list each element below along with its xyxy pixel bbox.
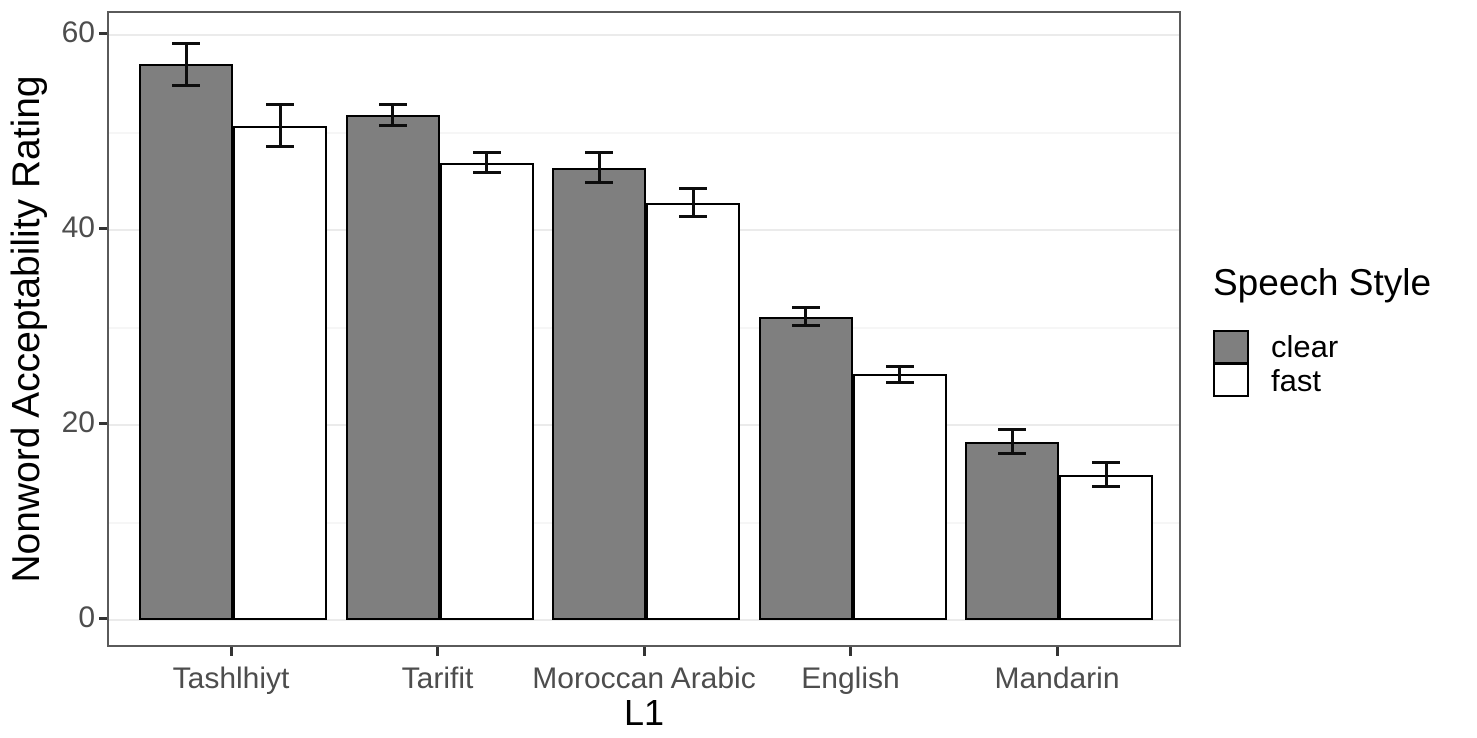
x-tick-label-moroccan-arabic: Moroccan Arabic bbox=[532, 662, 756, 695]
errorbar-cap-top bbox=[378, 103, 407, 107]
x-tick-mark-moroccan-arabic bbox=[642, 647, 646, 656]
errorbar-clear-tarifit bbox=[378, 103, 407, 127]
errorbar-cap-top bbox=[1092, 461, 1120, 465]
x-tick-mark-tarifit bbox=[436, 647, 439, 656]
bar-fast-mandarin bbox=[1059, 474, 1153, 620]
errorbar-cap-bottom bbox=[378, 123, 407, 127]
bar-clear-moroccan-arabic bbox=[552, 167, 646, 620]
errorbar-clear-mandarin bbox=[998, 427, 1026, 456]
errorbar-stem bbox=[804, 306, 807, 328]
bar-fast-moroccan-arabic bbox=[646, 202, 740, 620]
y-tick-mark-0 bbox=[99, 616, 107, 620]
bar-clear-mandarin bbox=[965, 441, 1059, 620]
x-axis-title: L1 bbox=[623, 692, 665, 733]
y-tick-label-20: 20 bbox=[61, 406, 95, 439]
y-tick-label-0: 0 bbox=[78, 601, 95, 634]
x-tick-mark-mandarin bbox=[1055, 647, 1059, 656]
legend-swatch-clear bbox=[1213, 330, 1249, 364]
errorbar-cap-top bbox=[791, 306, 820, 310]
plot-panel bbox=[107, 11, 1181, 647]
x-tick-label-mandarin: Mandarin bbox=[994, 662, 1120, 695]
errorbar-cap-top bbox=[172, 41, 200, 45]
x-tick-label-english: English bbox=[801, 662, 900, 695]
errorbar-stem bbox=[597, 151, 601, 185]
errorbar-stem bbox=[691, 187, 695, 219]
errorbar-stem bbox=[391, 103, 394, 127]
y-tick-mark-60 bbox=[99, 31, 107, 35]
errorbar-stem bbox=[184, 41, 188, 87]
errorbar-stem bbox=[1010, 427, 1014, 456]
errorbar-stem bbox=[485, 151, 488, 175]
errorbar-fast-english bbox=[885, 364, 914, 385]
y-tick-mark-20 bbox=[99, 421, 107, 425]
errorbar-cap-bottom bbox=[679, 215, 707, 219]
legend-label-clear: clear bbox=[1271, 329, 1339, 364]
errorbar-cap-top bbox=[472, 151, 501, 155]
bar-fast-tarifit bbox=[439, 162, 534, 620]
y-tick-mark-40 bbox=[99, 226, 107, 230]
errorbar-fast-moroccan-arabic bbox=[679, 187, 707, 219]
bar-fast-english bbox=[852, 374, 947, 620]
x-tick-mark-english bbox=[849, 647, 852, 656]
errorbar-cap-bottom bbox=[266, 145, 294, 149]
errorbar-clear-tashlhiyt bbox=[172, 41, 200, 87]
errorbar-cap-top bbox=[998, 427, 1026, 431]
errorbar-cap-bottom bbox=[585, 181, 613, 185]
legend-entry-clear: clear bbox=[1213, 330, 1431, 364]
y-tick-label-60: 60 bbox=[61, 16, 95, 49]
errorbar-stem bbox=[898, 364, 901, 385]
legend: Speech Style clear fast bbox=[1213, 262, 1431, 398]
errorbar-cap-top bbox=[679, 187, 707, 191]
legend-label-fast: fast bbox=[1271, 363, 1321, 398]
errorbar-cap-bottom bbox=[998, 452, 1026, 456]
errorbar-clear-moroccan-arabic bbox=[585, 151, 613, 185]
legend-swatch-fast bbox=[1213, 363, 1249, 397]
errorbar-cap-top bbox=[266, 103, 294, 107]
errorbar-fast-tarifit bbox=[472, 151, 501, 175]
bar-fast-tashlhiyt bbox=[233, 125, 327, 620]
errorbar-fast-tashlhiyt bbox=[266, 103, 294, 149]
errorbar-cap-top bbox=[585, 151, 613, 155]
bar-clear-english bbox=[758, 316, 853, 620]
errorbar-cap-top bbox=[885, 364, 914, 368]
gridline-major-60 bbox=[109, 34, 1179, 36]
legend-title: Speech Style bbox=[1213, 262, 1432, 303]
errorbar-clear-english bbox=[791, 306, 820, 328]
errorbar-fast-mandarin bbox=[1092, 461, 1120, 489]
errorbar-cap-bottom bbox=[472, 171, 501, 175]
bar-clear-tarifit bbox=[345, 114, 440, 620]
errorbar-cap-bottom bbox=[885, 381, 914, 385]
y-axis-title: Nonword Acceptability Rating bbox=[5, 75, 48, 583]
gridline-major-0 bbox=[109, 619, 1179, 621]
errorbar-stem bbox=[1104, 461, 1108, 489]
errorbar-cap-bottom bbox=[172, 83, 200, 87]
x-tick-label-tarifit: Tarifit bbox=[401, 662, 474, 695]
x-tick-mark-tashlhiyt bbox=[229, 647, 233, 656]
errorbar-cap-bottom bbox=[1092, 485, 1120, 489]
errorbar-stem bbox=[278, 103, 282, 149]
y-tick-label-40: 40 bbox=[61, 211, 95, 244]
legend-entry-fast: fast bbox=[1213, 363, 1431, 398]
errorbar-cap-bottom bbox=[791, 324, 820, 328]
gridline-minor-50 bbox=[109, 131, 1179, 134]
x-tick-label-tashlhiyt: Tashlhiyt bbox=[172, 662, 290, 695]
bar-clear-tashlhiyt bbox=[139, 64, 233, 620]
